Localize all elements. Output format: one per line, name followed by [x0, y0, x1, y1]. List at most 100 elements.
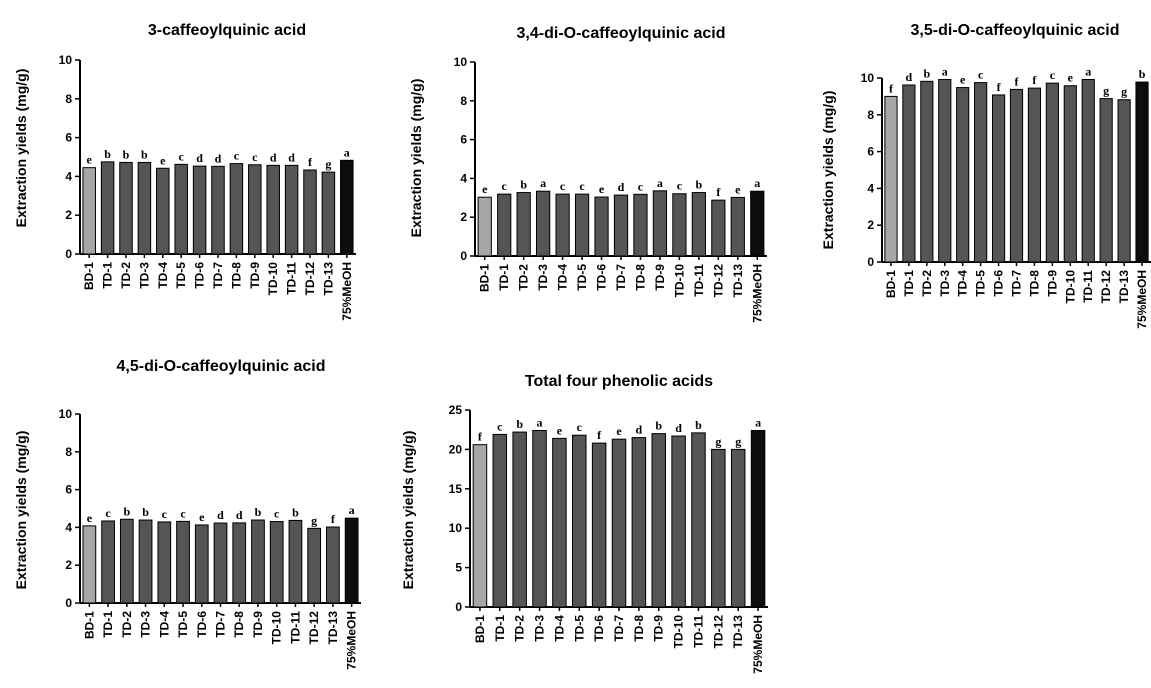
x-tick-label: TD-4	[552, 615, 566, 642]
bar	[692, 433, 706, 607]
bar	[341, 160, 354, 254]
significance-letter: d	[196, 151, 203, 165]
bar-chart: 0 2 4 6 8 10 e BD-1 c TD-1 b TD-2 b TD-3 c TD-4 c TD-5 e TD…	[59, 407, 361, 670]
bar	[751, 430, 765, 607]
x-tick-label: TD-6	[193, 262, 207, 289]
bar	[992, 95, 1004, 262]
bar	[158, 522, 171, 603]
bar-chart: 0510152025fBD-1cTD-1bTD-2aTD-3eTD-4cTD-5…	[449, 403, 768, 674]
significance-letter: a	[540, 176, 546, 190]
significance-letter: b	[142, 505, 149, 519]
significance-letter: e	[1068, 71, 1074, 85]
y-tick-label: 10	[59, 53, 73, 67]
significance-letter: b	[696, 178, 703, 192]
bar	[731, 449, 745, 607]
x-tick-label: TD-5	[575, 264, 589, 291]
x-tick-label: BD-1	[82, 611, 96, 639]
x-tick-label: TD-7	[1010, 270, 1024, 297]
x-tick-label: BD-1	[473, 615, 487, 643]
x-tick-label: TD-10	[1063, 270, 1077, 304]
bar	[345, 518, 358, 603]
bar	[473, 445, 487, 607]
x-tick-label: TD-4	[556, 264, 570, 291]
x-tick-label: TD-5	[176, 611, 190, 638]
x-tick-label: TD-1	[101, 611, 115, 638]
significance-letter: d	[215, 151, 222, 165]
x-tick-label: TD-10	[266, 262, 280, 296]
x-tick-label: 75%MeOH	[340, 262, 354, 321]
x-tick-label: TD-6	[195, 611, 209, 638]
x-tick-label: TD-11	[691, 615, 705, 648]
significance-letter: a	[537, 415, 543, 429]
significance-letter: e	[199, 510, 205, 524]
significance-letter: b	[695, 418, 702, 432]
significance-letter: f	[716, 185, 721, 199]
chart-title: 3,4-di-O-caffeoylquinic acid	[517, 25, 726, 42]
bar	[573, 435, 587, 607]
significance-letter: a	[755, 415, 761, 429]
bar	[83, 526, 96, 603]
bar	[230, 164, 243, 254]
significance-letter: e	[87, 153, 93, 167]
y-axis-label: Extraction yields (mg/g)	[408, 79, 424, 238]
x-tick-label: TD-3	[938, 270, 952, 297]
bar	[102, 521, 115, 603]
y-axis-label: Extraction yields (mg/g)	[13, 69, 29, 228]
x-tick-label: TD-10	[270, 611, 284, 645]
bar	[120, 519, 133, 603]
y-tick-label: 0	[867, 255, 874, 269]
significance-letter: c	[577, 420, 583, 434]
significance-letter: b	[104, 147, 111, 161]
x-tick-label: TD-1	[902, 270, 916, 297]
x-tick-label: TD-8	[632, 615, 646, 642]
significance-letter: b	[141, 147, 148, 161]
bar	[270, 522, 283, 603]
x-tick-label: 75%MeOH	[751, 615, 765, 674]
x-tick-label: TD-1	[493, 615, 507, 642]
x-tick-label: 75%MeOH	[1135, 270, 1149, 329]
x-tick-label: TD-3	[536, 264, 550, 291]
y-tick-label: 4	[460, 171, 467, 185]
x-tick-label: TD-1	[497, 264, 511, 291]
x-tick-label: TD-8	[229, 262, 243, 289]
significance-letter: f	[889, 81, 894, 95]
bar	[214, 523, 227, 603]
x-tick-label: TD-5	[572, 615, 586, 642]
x-tick-label: TD-10	[672, 615, 686, 649]
y-tick-label: 10	[59, 407, 73, 421]
bar	[1118, 100, 1130, 262]
x-tick-label: TD-10	[672, 264, 686, 298]
significance-letter: g	[1103, 84, 1109, 98]
y-tick-label: 8	[65, 445, 72, 459]
bar	[575, 194, 588, 256]
significance-letter: d	[270, 150, 277, 164]
x-tick-label: TD-12	[303, 262, 317, 296]
significance-letter: c	[234, 149, 240, 163]
bar	[556, 194, 569, 256]
y-tick-label: 4	[65, 520, 72, 534]
bar	[1082, 79, 1094, 262]
significance-letter: b	[520, 178, 527, 192]
bar-chart: 0246810eBD-1bTD-1bTD-2bTD-3eTD-4cTD-5dTD…	[59, 53, 356, 321]
significance-letter: e	[482, 182, 488, 196]
x-tick-label: 75%MeOH	[750, 264, 764, 323]
y-tick-label: 4	[867, 181, 874, 195]
significance-letter: f	[1032, 73, 1037, 87]
significance-letter: d	[675, 421, 682, 435]
x-tick-label: TD-12	[711, 615, 725, 649]
significance-letter: c	[560, 179, 566, 193]
bar	[157, 168, 170, 254]
significance-letter: e	[735, 182, 741, 196]
bar	[233, 523, 246, 603]
significance-letter: e	[557, 423, 563, 437]
chart-title: 3,5-di-O-caffeoylquinic acid	[911, 22, 1120, 39]
bar	[1028, 88, 1040, 262]
significance-letter: d	[636, 423, 643, 437]
x-tick-label: TD-5	[974, 270, 988, 297]
chart-title: Total four phenolic acids	[525, 373, 713, 390]
bar	[692, 193, 705, 256]
y-tick-label: 0	[455, 600, 462, 614]
x-tick-label: TD-2	[517, 264, 531, 291]
significance-letter: g	[1121, 85, 1127, 99]
x-tick-label: TD-11	[285, 262, 299, 295]
